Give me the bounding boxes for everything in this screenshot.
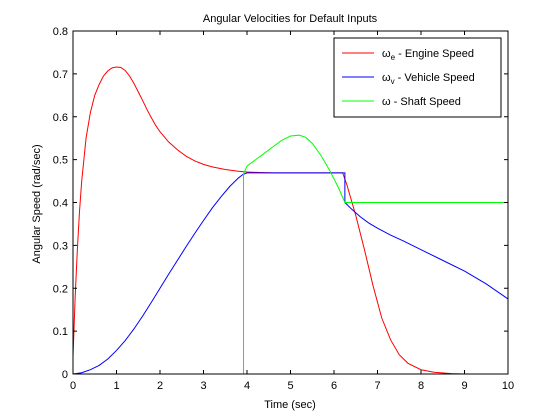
- legend-entry-label: ω - Shaft Speed: [382, 96, 461, 108]
- y-tick-label: 0: [62, 369, 68, 381]
- chart-title: Angular Velocities for Default Inputs: [203, 13, 378, 25]
- y-tick-label: 0.8: [53, 26, 68, 38]
- y-tick-label: 0.3: [53, 240, 68, 252]
- x-tick-label: 2: [157, 380, 163, 392]
- x-tick-label: 9: [461, 380, 467, 392]
- series-line-3: [243, 134, 508, 374]
- x-axis-label: Time (sec): [264, 399, 316, 411]
- y-tick-label: 0.1: [53, 326, 68, 338]
- legend-entry-label: ωv - Vehicle Speed: [382, 72, 475, 86]
- y-tick-label: 0.2: [53, 283, 68, 295]
- x-tick-label: 8: [418, 380, 424, 392]
- x-tick-label: 5: [287, 380, 293, 392]
- series-line-2: [72, 172, 509, 375]
- axes-box: [72, 30, 509, 375]
- legend: ωe - Engine Speed ωv - Vehicle Speed ω - S…: [333, 37, 502, 118]
- y-tick-label: 0.4: [53, 198, 68, 210]
- legend-entry-label: ωe - Engine Speed: [382, 48, 474, 62]
- x-tick-label: 6: [331, 380, 337, 392]
- y-axis-label: Angular Speed (rad/sec): [31, 144, 43, 263]
- series-line-1: [72, 66, 508, 375]
- x-tick-label: 3: [200, 380, 206, 392]
- x-tick-label: 1: [113, 380, 119, 392]
- y-tick-label: 0.5: [53, 155, 68, 167]
- series-layer: [72, 66, 509, 375]
- x-tick-label: 10: [502, 380, 514, 392]
- axes-frame: 0 1 2 3 4 5 6 7 8 9 10 0 0.1 0.2 0.3 0.4 0.5 0.6 0.7 0.8: [53, 26, 514, 392]
- y-tick-label: 0.6: [53, 112, 68, 124]
- x-tick-label: 0: [70, 380, 76, 392]
- y-tick-label: 0.7: [53, 69, 68, 81]
- x-tick-label: 4: [244, 380, 250, 392]
- x-tick-label: 7: [374, 380, 380, 392]
